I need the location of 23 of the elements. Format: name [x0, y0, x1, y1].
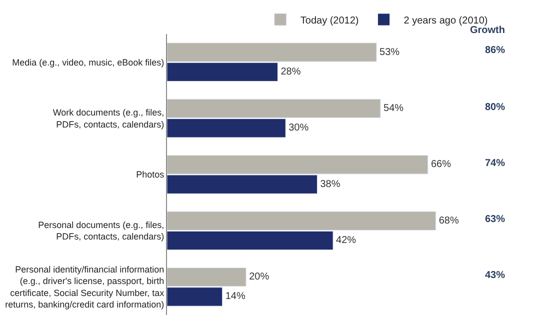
text: 63% — [485, 214, 506, 225]
y-tick-label: Personal documents (e.g., files, PDFs, contacts, calendars) — [38, 220, 164, 242]
text: 74% — [485, 158, 506, 169]
text: 86% — [485, 45, 506, 56]
text: Growth — [470, 25, 505, 36]
data-label: 38% — [320, 178, 340, 190]
legend-label: 2 years ago (2010) — [404, 15, 488, 26]
y-tick-label: Photos — [136, 170, 165, 180]
data-label: 20% — [249, 272, 270, 283]
data-label: 42% — [336, 235, 356, 246]
text: 80% — [485, 102, 506, 113]
data-label: 54% — [384, 102, 404, 114]
data-label: 28% — [280, 66, 301, 78]
data-label: 53% — [380, 46, 400, 58]
text: 43% — [485, 270, 506, 281]
data-label: 14% — [225, 291, 246, 302]
data-label: 30% — [288, 122, 309, 134]
legend-label: Today (2012) — [300, 15, 359, 26]
y-tick-label: Personal identity/financial information (e.g., driver's license, passport, birth certificate, Social Security Number, tax returns, banking/credit card information) — [5, 264, 165, 310]
data-label: 68% — [438, 215, 459, 226]
y-tick-label: Work documents (e.g., files, PDFs, contacts, calendars) — [52, 108, 164, 130]
data-label: 66% — [430, 159, 452, 170]
y-tick-label: Media (e.g., video, music, eBook files) — [12, 57, 164, 68]
